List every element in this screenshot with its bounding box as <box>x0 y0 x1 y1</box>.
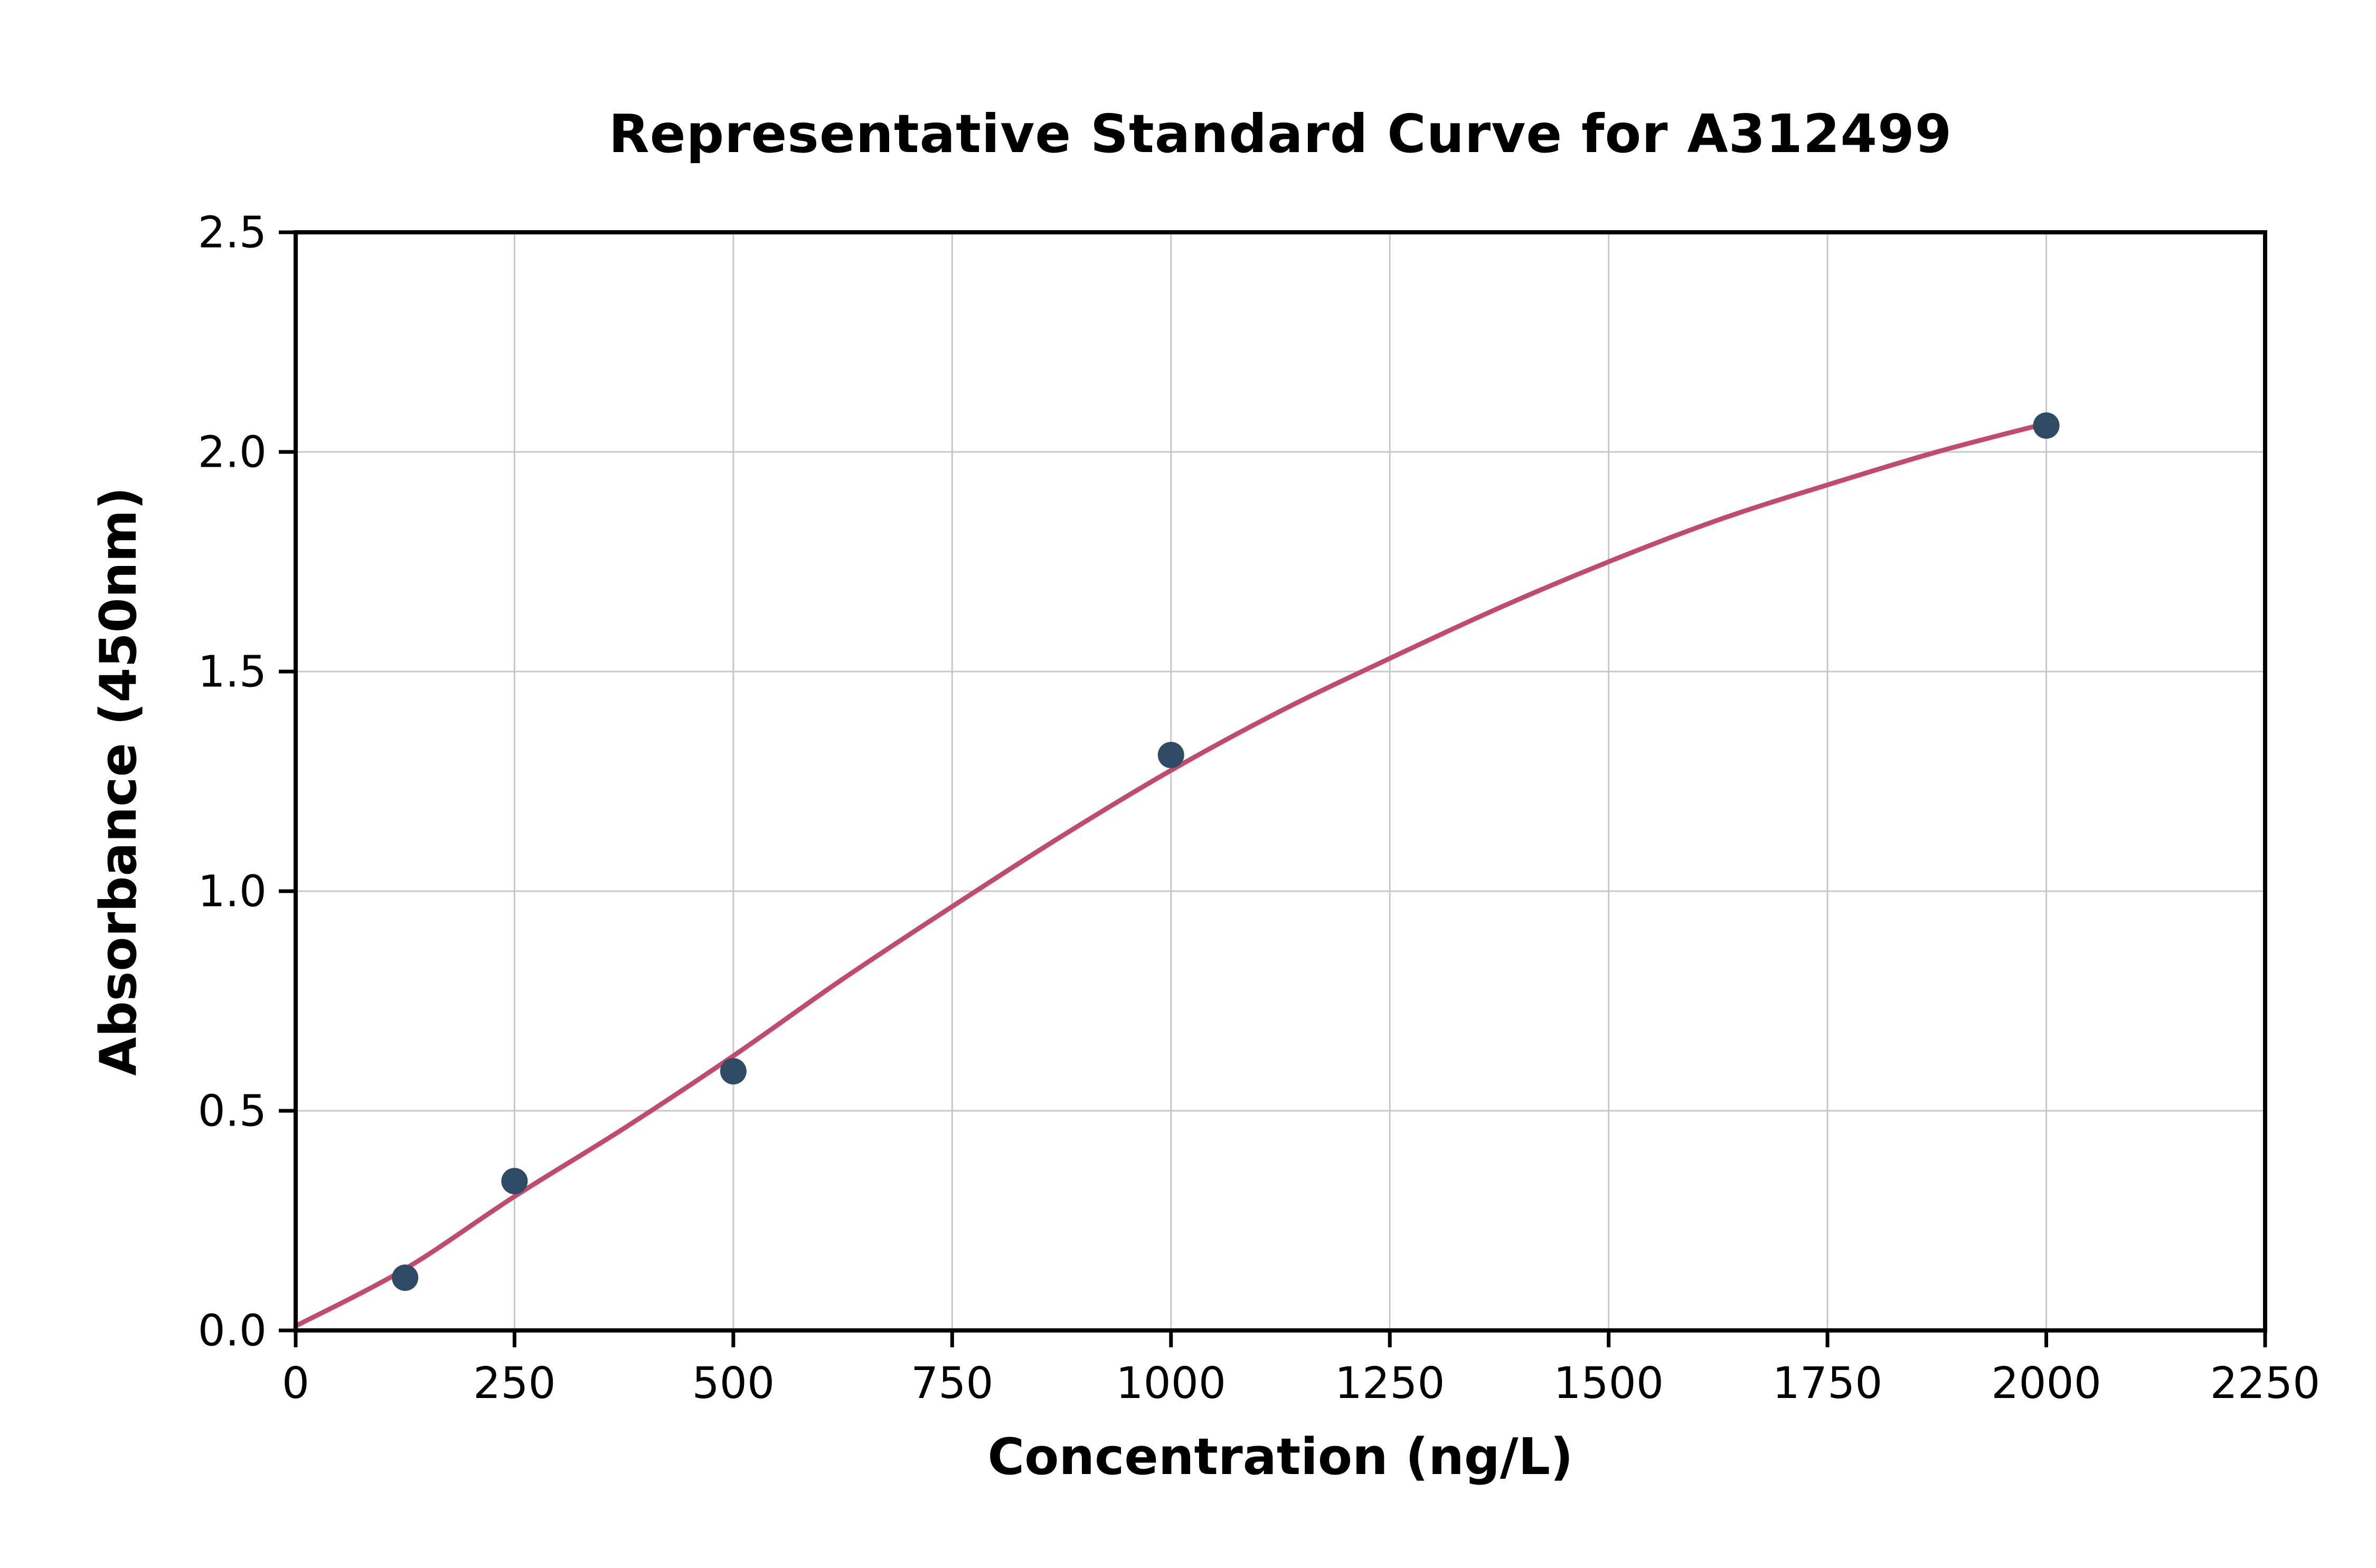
data-point <box>501 1168 528 1195</box>
fit-curve <box>293 421 2049 1329</box>
x-tick-label: 500 <box>692 1358 775 1409</box>
x-tick-label: 1250 <box>1335 1358 1445 1409</box>
x-tick-label: 250 <box>473 1358 556 1409</box>
x-tick-label: 1000 <box>1116 1358 1226 1409</box>
y-tick-label: 0.0 <box>198 1306 267 1356</box>
data-point <box>2033 412 2060 439</box>
y-tick-label: 0.5 <box>198 1087 267 1137</box>
x-tick-label: 750 <box>911 1358 994 1409</box>
y-tick-label: 2.0 <box>198 428 267 478</box>
x-tick-label: 1500 <box>1553 1358 1664 1409</box>
data-point <box>1157 742 1184 769</box>
y-tick-label: 1.0 <box>198 867 267 917</box>
axes-spines <box>294 230 2267 1333</box>
x-tick-label: 0 <box>282 1358 309 1409</box>
x-tick-label: 1750 <box>1772 1358 1883 1409</box>
y-axis-label: Absorbance (450nm) <box>90 487 148 1076</box>
x-tick-label: 2250 <box>2210 1358 2321 1409</box>
data-point <box>720 1058 747 1085</box>
y-tick-label: 2.5 <box>198 208 267 258</box>
chart-title: Representative Standard Curve for A31249… <box>608 103 1953 165</box>
x-tick-label: 2000 <box>1991 1358 2101 1409</box>
x-axis-label: Concentration (ng/L) <box>987 1428 1573 1486</box>
y-tick-label: 1.5 <box>198 647 267 697</box>
data-point <box>392 1264 419 1291</box>
